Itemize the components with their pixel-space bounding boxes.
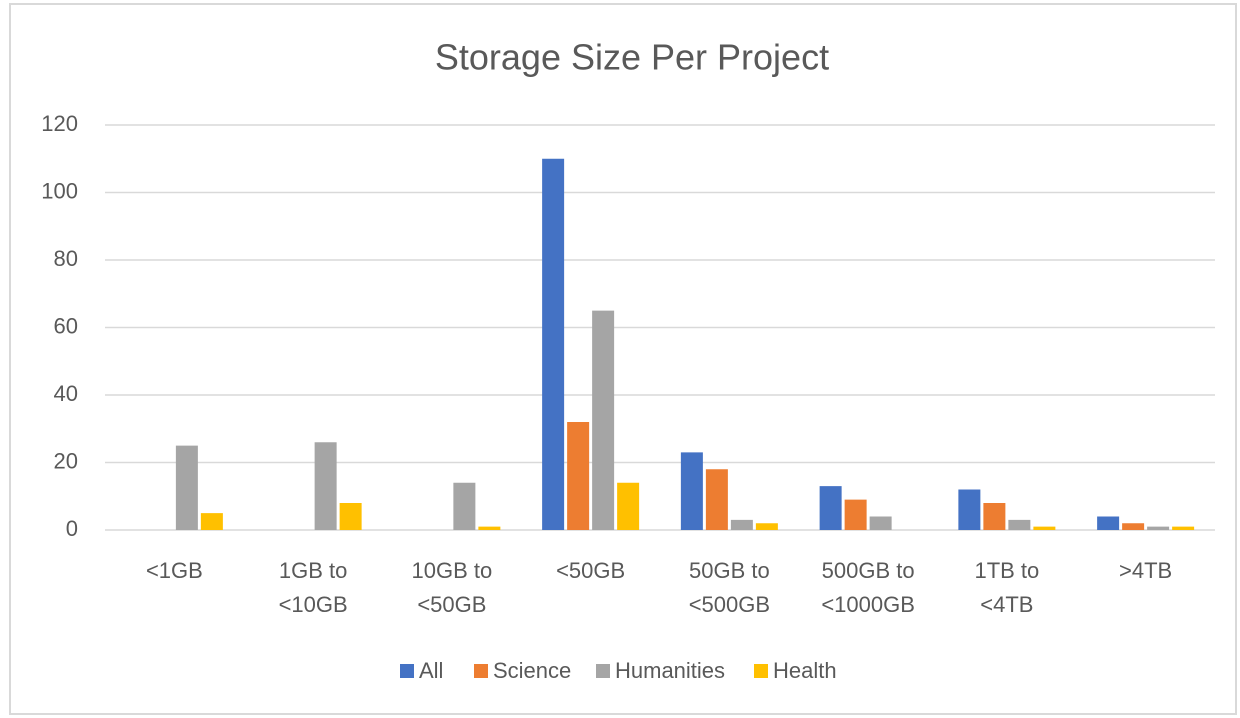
bar (844, 499, 867, 530)
bar (730, 519, 753, 530)
x-tick-label: 50GB to <500GB (688, 558, 771, 617)
y-tick-label: 20 (54, 448, 78, 473)
bar (755, 523, 778, 530)
bar (453, 482, 476, 530)
bar (200, 513, 223, 530)
legend-swatch (474, 664, 488, 678)
y-tick-label: 100 (41, 178, 78, 203)
x-tick-label: >4TB (1119, 558, 1173, 583)
bar (592, 310, 615, 530)
x-tick-label: 1GB to <10GB (278, 558, 348, 617)
bar (1097, 516, 1120, 530)
legend-label: Humanities (615, 658, 725, 683)
bar (478, 526, 501, 530)
bar (542, 158, 565, 530)
y-tick-label: 80 (54, 246, 78, 271)
x-tick-label: 10GB to <50GB (411, 558, 493, 617)
bar (314, 442, 337, 530)
legend-label: Health (773, 658, 837, 683)
legend-label: All (419, 658, 443, 683)
bar (1172, 526, 1195, 530)
chart-frame (9, 3, 1237, 715)
bar (1147, 526, 1170, 530)
bar (680, 452, 703, 530)
bar (1033, 526, 1056, 530)
bar (1122, 523, 1145, 530)
y-tick-label: 40 (54, 381, 78, 406)
x-tick-label: 500GB to <1000GB (821, 558, 915, 617)
bar (567, 422, 590, 530)
legend-swatch (754, 664, 768, 678)
bar (339, 503, 362, 530)
x-tick-label: <50GB (556, 558, 626, 583)
legend-swatch (400, 664, 414, 678)
legend-label: Science (493, 658, 571, 683)
bar (958, 489, 981, 530)
y-tick-label: 0 (66, 516, 78, 541)
x-tick-label: <1GB (145, 558, 203, 583)
x-tick-label: 1TB to <4TB (974, 558, 1040, 617)
bar (617, 482, 640, 530)
bar (705, 469, 728, 530)
y-tick-label: 120 (41, 111, 78, 136)
chart-title: Storage Size Per Project (435, 37, 829, 78)
y-tick-label: 60 (54, 313, 78, 338)
bar (983, 503, 1006, 530)
bar (1008, 519, 1031, 530)
bar (819, 486, 842, 530)
legend-swatch (596, 664, 610, 678)
bar (869, 516, 892, 530)
bar (175, 445, 198, 530)
